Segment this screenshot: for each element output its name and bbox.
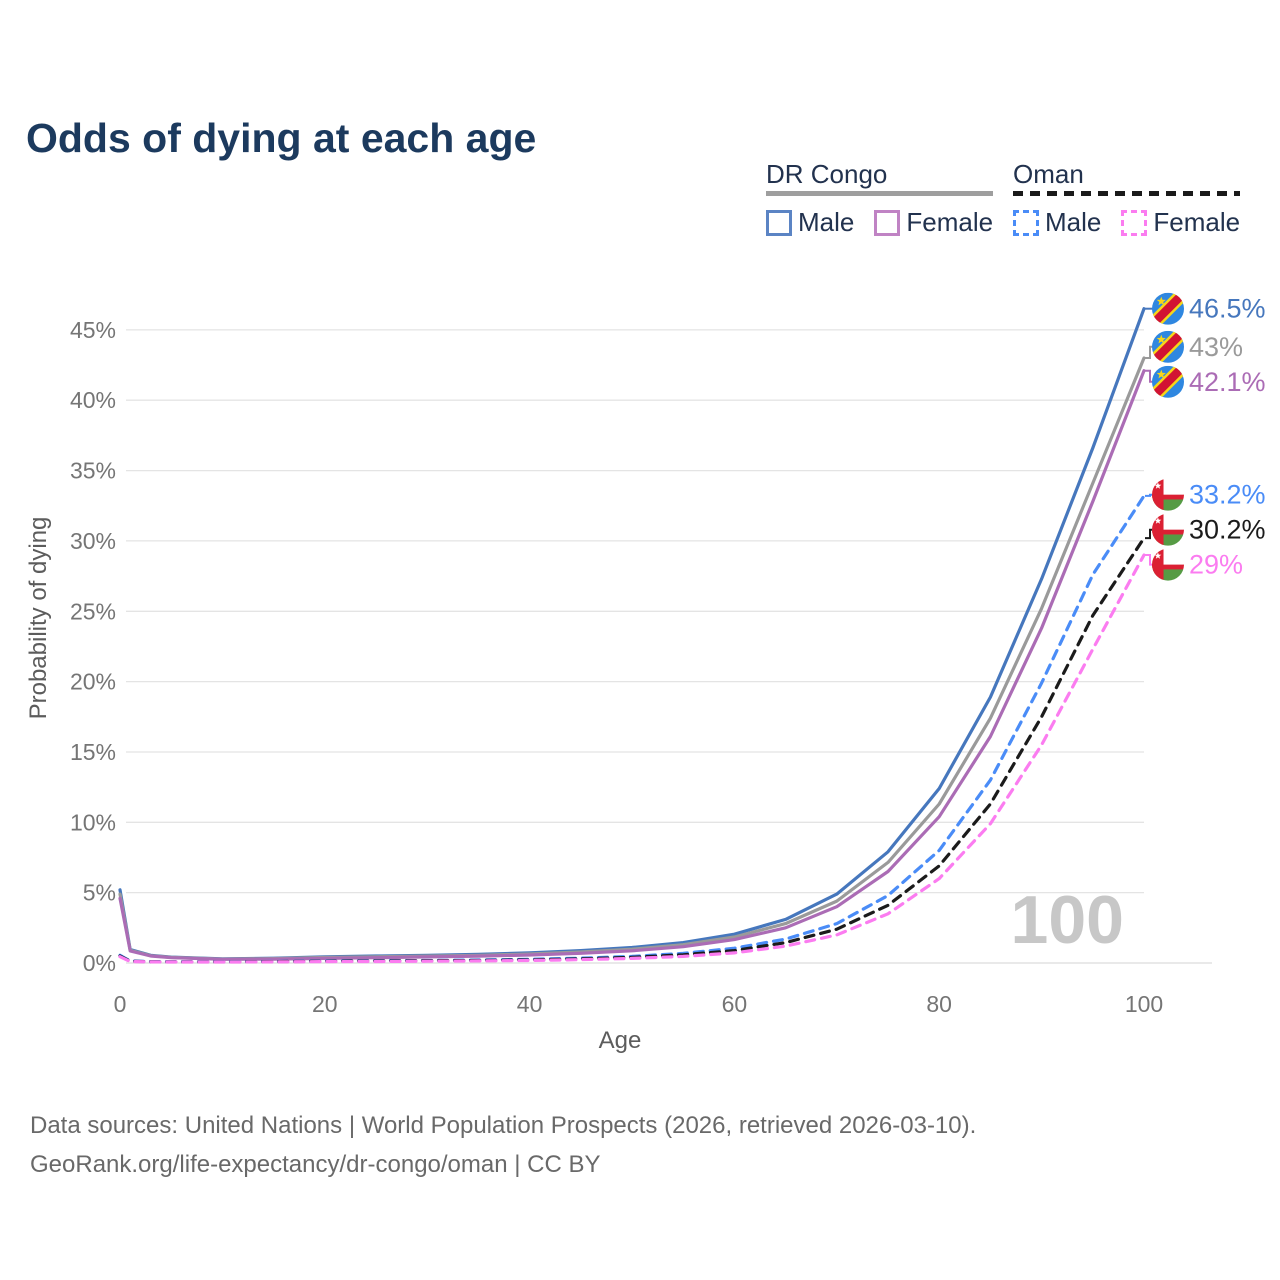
flag-icon-oman [1152,513,1184,546]
y-tick-label-35: 35% [70,458,116,484]
legend-item-oman-female[interactable]: Female [1121,207,1240,238]
flag-icon-dr-congo [1152,330,1184,363]
series-line-dr-congo-female [118,369,1146,961]
series-line-oman-male [118,494,1146,964]
legend-item-oman-male[interactable]: Male [1013,207,1101,238]
y-tick-label-5: 5% [83,880,116,906]
legend-swatch-dr-congo-female[interactable] [874,209,901,236]
legend-swatch-oman-male[interactable] [1013,209,1039,236]
end-label-oman-female: 29% [1189,550,1243,580]
legend-label-oman-female: Female [1153,207,1241,237]
x-tick-label-100: 100 [1125,991,1163,1017]
series-line-dr-congo-male [118,307,1146,961]
x-axis-title: Age [599,1027,642,1054]
series-line-oman-both-sexes [118,536,1146,964]
watermark-age-100: 100 [1011,882,1124,958]
x-tick-label-80: 80 [926,991,952,1017]
legend-label-dr-congo-male: Male [798,207,855,237]
end-label-dr-congo-both-sexes: 43% [1189,332,1243,362]
x-tick-label-20: 20 [312,991,338,1017]
legend-swatch-dr-congo-male[interactable] [766,209,792,236]
flag-icon-oman [1152,478,1184,511]
y-axis-title: Probability of dying [25,517,52,720]
legend-swatch-oman-female[interactable] [1121,209,1148,236]
y-tick-label-15: 15% [70,739,116,765]
end-label-dr-congo-female: 42.1% [1189,367,1266,397]
y-tick-label-40: 40% [70,387,116,413]
end-label-dr-congo-male: 46.5% [1189,294,1266,324]
flag-icon-dr-congo [1152,365,1184,398]
legend-group-oman: Oman Male Female [1013,159,1241,238]
y-tick-label-25: 25% [70,598,116,624]
series-line-dr-congo-both-sexes [118,356,1146,961]
legend-item-dr-congo-male[interactable]: Male [766,207,854,238]
legend-group-dr-congo: DR Congo Male Female [766,159,994,238]
end-label-oman-male: 33.2% [1189,480,1266,510]
x-tick-label-60: 60 [722,991,748,1017]
y-tick-label-45: 45% [70,317,116,343]
flag-icon-dr-congo [1152,292,1184,325]
y-tick-label-0: 0% [83,950,116,976]
x-tick-label-0: 0 [114,991,127,1017]
legend-label-oman-male: Male [1045,207,1102,237]
series-line-oman-female [118,553,1146,964]
data-sources-footer: Data sources: United Nations | World Pop… [30,1106,976,1184]
y-tick-label-20: 20% [70,669,116,695]
legend-item-dr-congo-female[interactable]: Female [874,207,993,238]
flag-icon-oman [1152,548,1184,581]
legend-country-dr-congo: DR Congo [766,159,888,189]
legend-linestyle-dr-congo [766,191,994,196]
page-title: Odds of dying at each age [26,115,537,162]
legend-linestyle-oman [1013,191,1241,196]
y-tick-label-30: 30% [70,528,116,554]
legend-label-dr-congo-female: Female [906,207,994,237]
footer-line-1: Data sources: United Nations | World Pop… [30,1112,977,1139]
footer-line-2: GeoRank.org/life-expectancy/dr-congo/oma… [30,1151,601,1178]
end-label-oman-both-sexes: 30.2% [1189,515,1266,545]
legend-country-oman: Oman [1013,159,1084,189]
x-tick-label-40: 40 [517,991,543,1017]
y-tick-label-10: 10% [70,809,116,835]
